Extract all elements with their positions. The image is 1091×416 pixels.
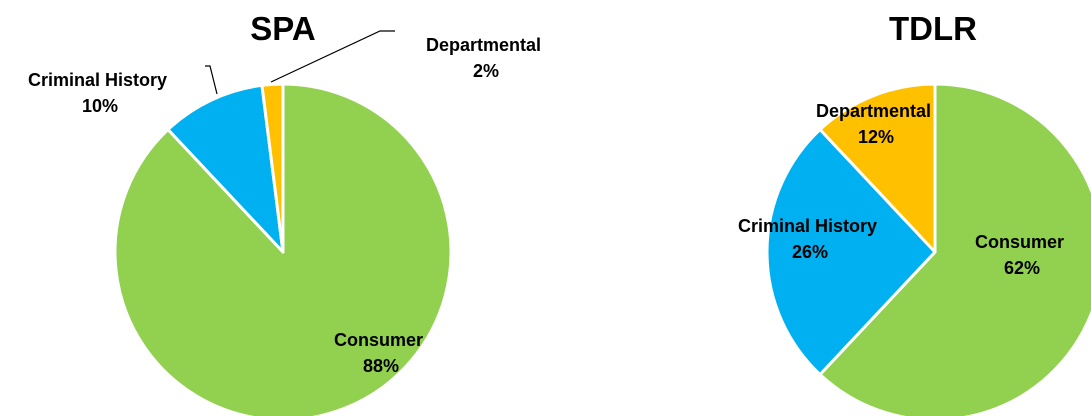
spa-criminal-history-label: Criminal History 10% — [28, 70, 172, 116]
spa-consumer-label: Consumer 88% — [334, 330, 428, 376]
tdlr-consumer-slice — [818, 82, 1091, 416]
spa-departmental-leader-line — [270, 30, 395, 83]
tdlr-pie-chart: TDLR Departmental 12% Criminal History 2… — [738, 10, 1091, 416]
spa-criminal-history-leader-line — [205, 65, 218, 95]
spa-consumer-slice — [113, 82, 453, 416]
tdlr-departmental-label: Departmental 12% — [816, 101, 936, 147]
tdlr-criminal-history-slice — [765, 128, 937, 376]
tdlr-consumer-label: Consumer 62% — [975, 232, 1069, 278]
spa-departmental-slice — [260, 82, 285, 254]
tdlr-criminal-history-label: Criminal History 26% — [738, 216, 882, 262]
spa-title: SPA — [250, 10, 315, 47]
spa-departmental-label: Departmental 2% — [426, 35, 546, 81]
spa-pie-chart: SPA Criminal History 10% Departmental 2%… — [28, 10, 546, 416]
tdlr-title: TDLR — [889, 10, 977, 47]
tdlr-departmental-slice — [818, 82, 937, 254]
spa-criminal-history-slice — [166, 83, 285, 254]
